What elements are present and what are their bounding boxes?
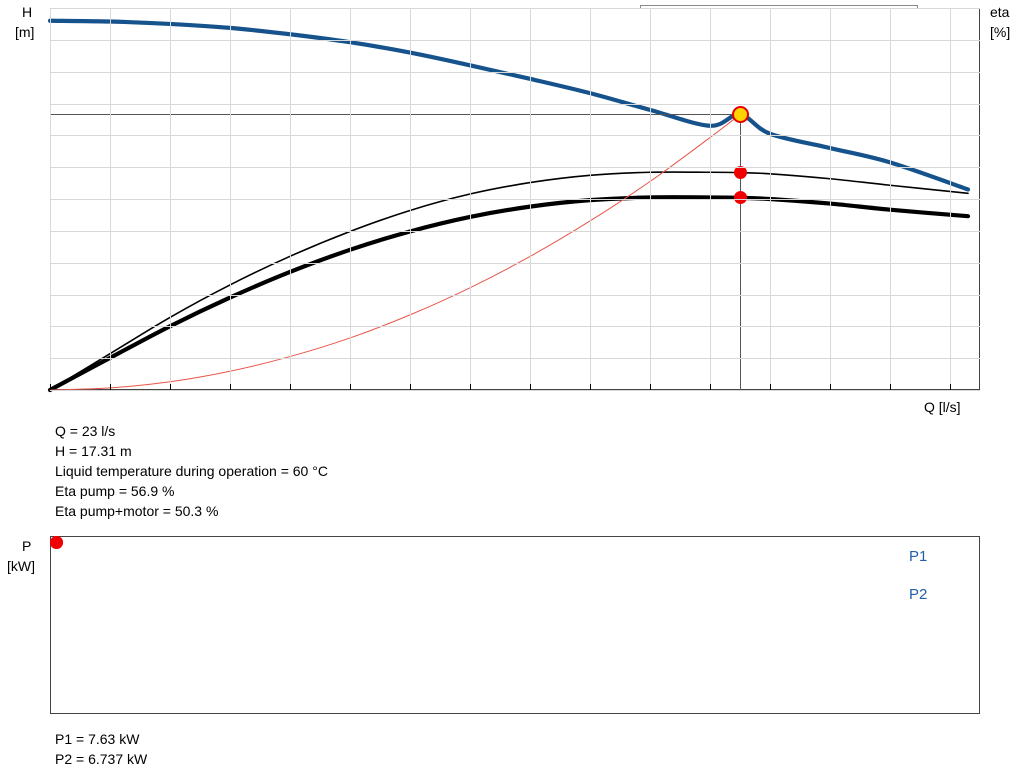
- main-x-axis-title: Q [l/s]: [924, 399, 961, 415]
- x-tickmark: [110, 384, 111, 390]
- x-tickmark: [530, 384, 531, 390]
- x-tickmark: [470, 384, 471, 390]
- gridline-horizontal: [50, 358, 980, 360]
- gridline-horizontal: [50, 294, 980, 296]
- power-y-axis-title-line2: [kW]: [7, 558, 35, 574]
- power-info-line: P1 = 7.63 kW: [55, 731, 140, 747]
- gridline-horizontal: [50, 103, 980, 105]
- x-tickmark: [410, 384, 411, 390]
- x-tickmark: [830, 384, 831, 390]
- gridline-horizontal: [50, 8, 980, 9]
- gridline-horizontal: [50, 71, 980, 73]
- main-y-axis-title-line2: [m]: [15, 24, 35, 40]
- x-tickmark: [170, 384, 171, 390]
- gridline-horizontal: [50, 326, 980, 328]
- gridline-horizontal: [50, 135, 980, 137]
- gridline-horizontal: [50, 390, 980, 391]
- power-y-axis-title-line1: P: [22, 538, 32, 554]
- power-plot-frame: [50, 536, 980, 714]
- duty-crosshair-vertical: [740, 114, 741, 390]
- x-tickmark: [650, 384, 651, 390]
- curve-eta-pump: [49, 171, 969, 391]
- head-efficiency-plot: [47, 8, 980, 393]
- gridline-horizontal: [50, 199, 980, 200]
- x-tickmark: [770, 384, 771, 390]
- x-tickmark: [50, 384, 51, 390]
- gridline-horizontal: [50, 167, 980, 169]
- power-info-line: P2 = 6.737 kW: [55, 751, 148, 767]
- duty-info-line: Eta pump+motor = 50.3 %: [55, 503, 219, 519]
- duty-info-block: Q = 23 l/s H = 17.31 m Liquid temperatur…: [55, 421, 328, 521]
- duty-crosshair-horizontal: [50, 114, 740, 116]
- power-info-block: P1 = 7.63 kW P2 = 6.737 kW: [55, 729, 147, 769]
- x-tickmark: [950, 384, 951, 390]
- legend-p2: P2: [909, 586, 928, 603]
- gridline-horizontal: [50, 230, 980, 232]
- x-tickmark: [890, 384, 891, 390]
- x-tickmark: [710, 384, 711, 390]
- legend-p1: P1: [909, 548, 928, 565]
- main-y2-axis-title-line2: [%]: [990, 24, 1011, 40]
- x-tickmark: [590, 384, 591, 390]
- p2-duty-marker[interactable]: [50, 536, 63, 549]
- curve-eta-pump-motor: [47, 195, 971, 393]
- main-y-axis-title-line1: H: [22, 4, 33, 20]
- duty-info-line: H = 17.31 m: [55, 443, 132, 459]
- eta-pump-marker[interactable]: [733, 166, 747, 180]
- power-plot: [50, 536, 980, 714]
- duty-info-line: Eta pump = 56.9 %: [55, 483, 175, 499]
- main-y2-axis-title-line1: eta: [990, 4, 1010, 20]
- eta-pump-motor-marker[interactable]: [733, 191, 747, 205]
- power-plot-curves: [50, 536, 980, 714]
- duty-info-line: Liquid temperature during operation = 60…: [55, 463, 328, 479]
- gridline-horizontal: [50, 262, 980, 264]
- x-tickmark: [230, 384, 231, 390]
- duty-point-marker[interactable]: [731, 105, 749, 123]
- x-tickmark: [290, 384, 291, 390]
- duty-info-line: Q = 23 l/s: [55, 423, 116, 439]
- x-tickmark: [350, 384, 351, 390]
- curve-system-curve: [49, 113, 741, 391]
- gridline-horizontal: [50, 39, 980, 41]
